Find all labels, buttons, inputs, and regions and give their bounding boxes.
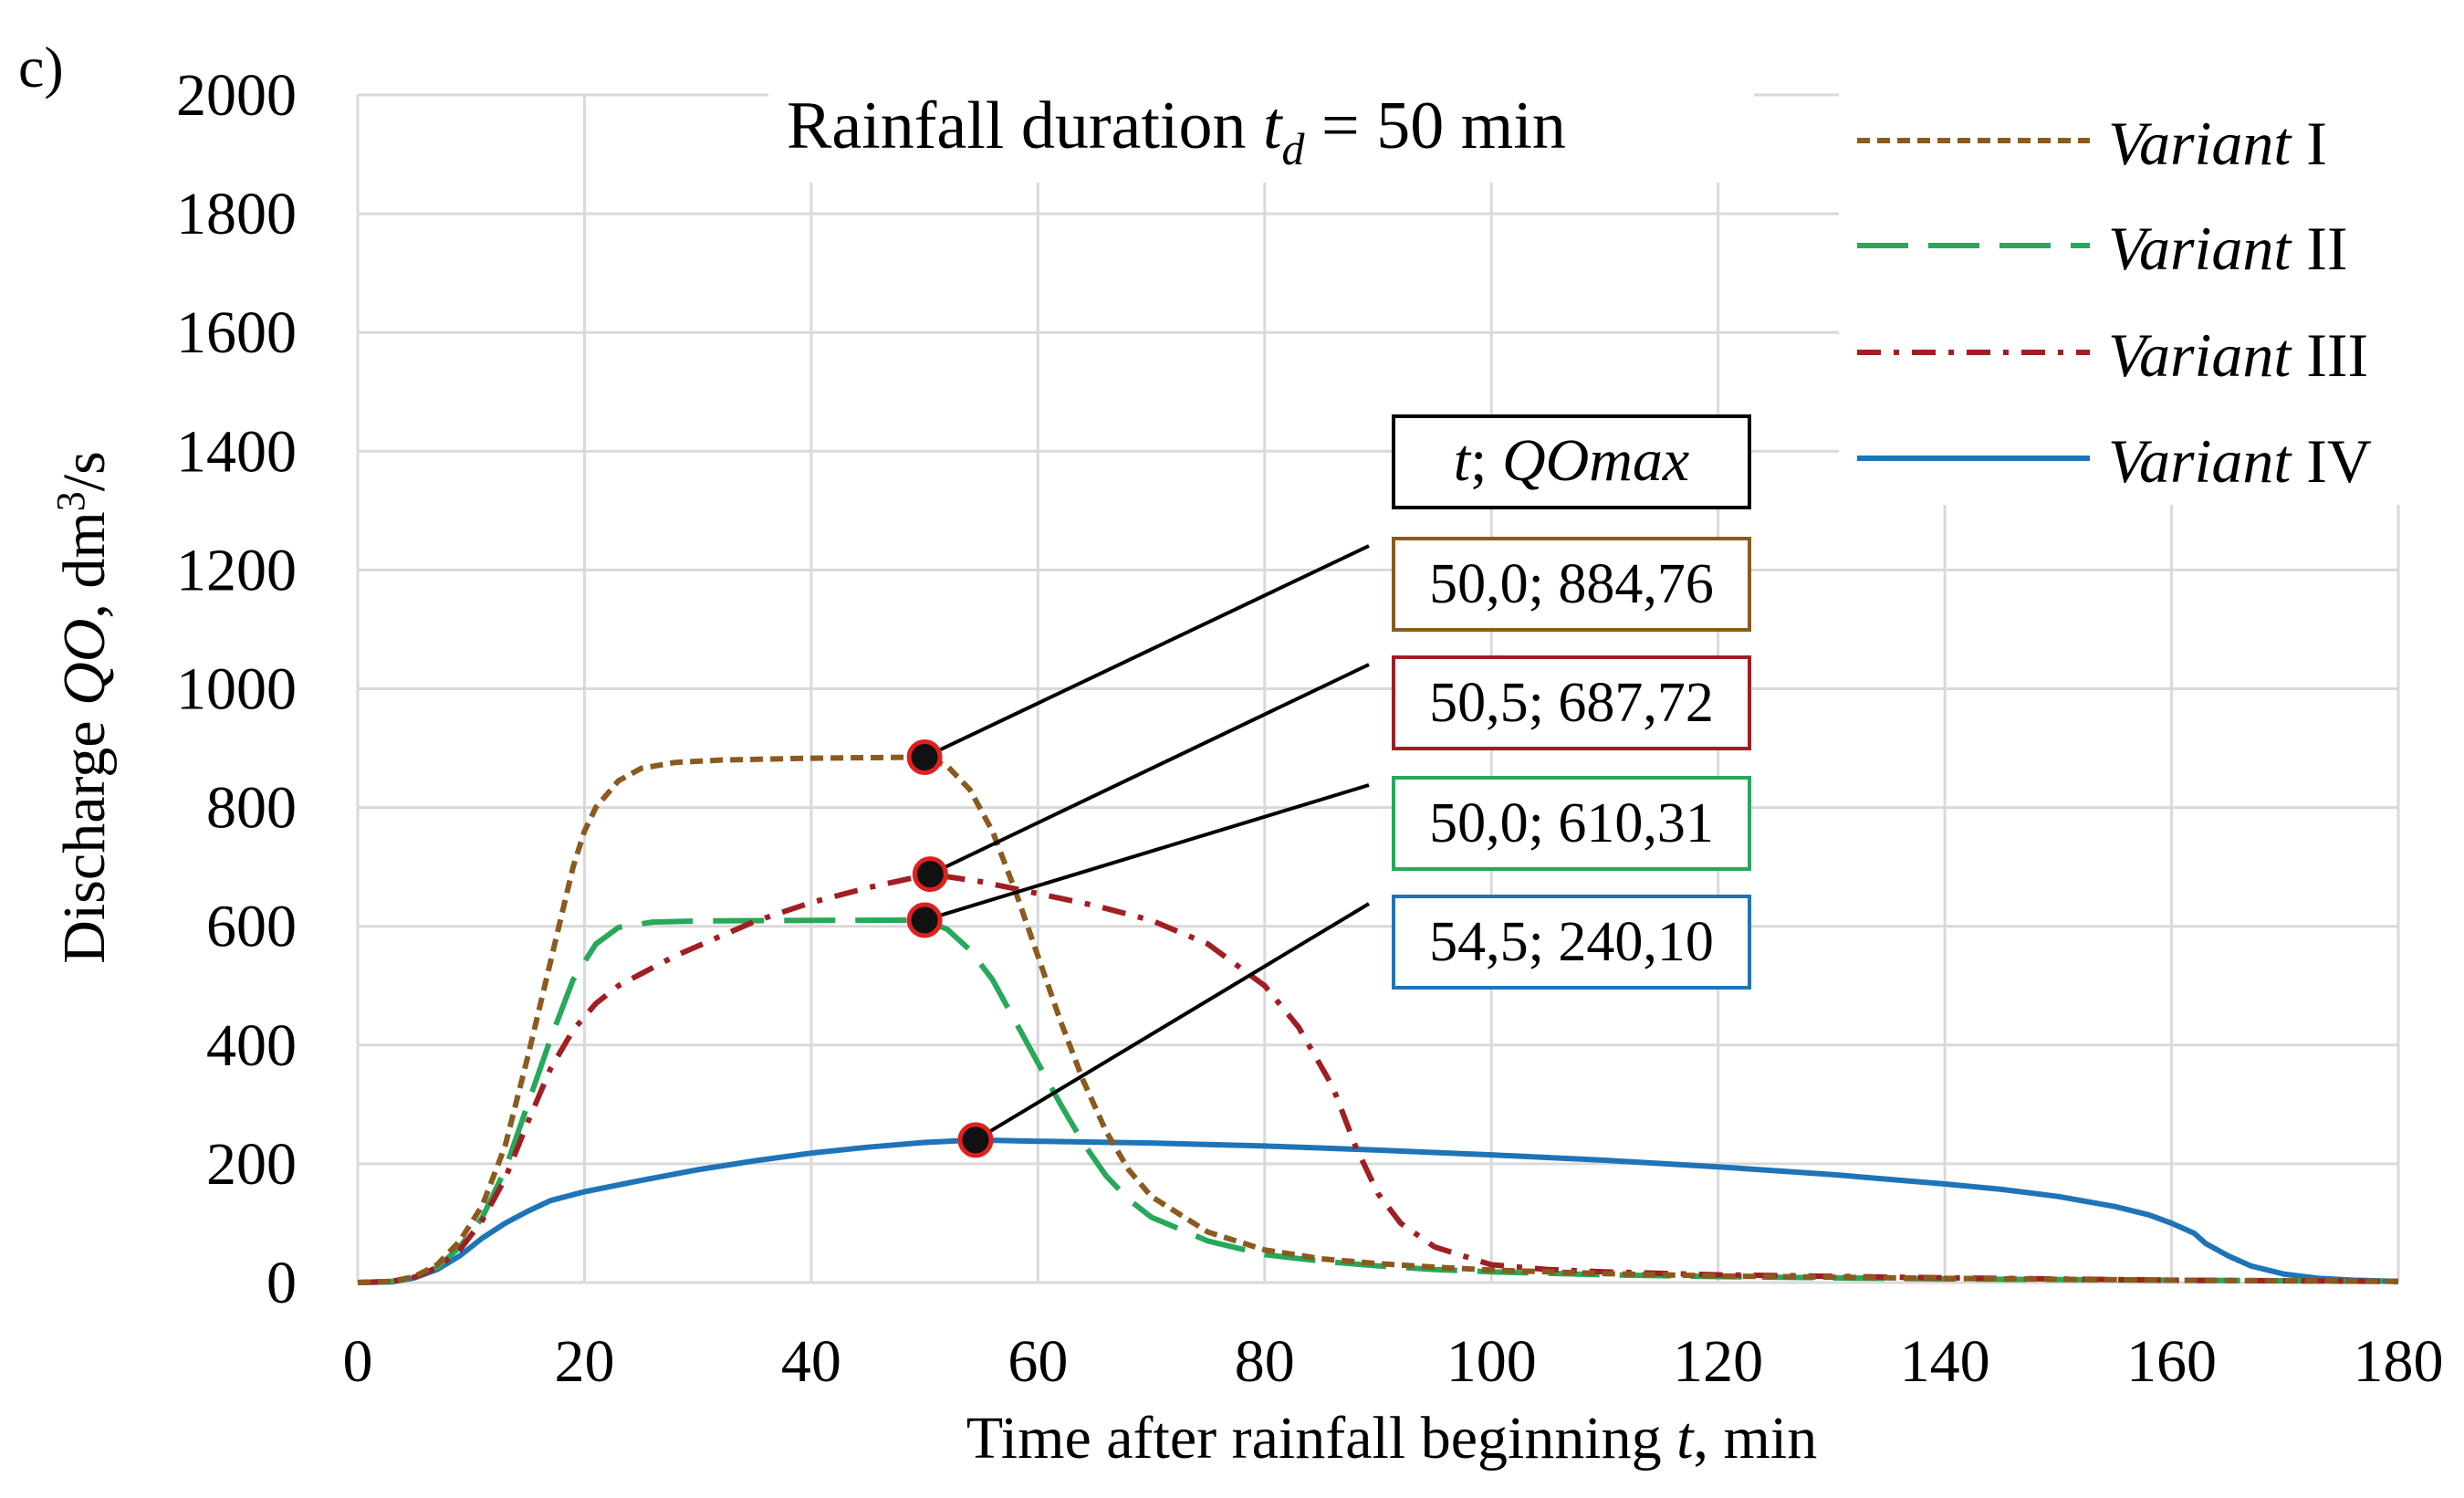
y-axis-label: Discharge QO, dm3/s — [48, 451, 118, 964]
peak-box-variant-I — [1392, 537, 1751, 632]
legend-label-variant-III: Variant III — [2108, 320, 2368, 390]
legend-label-variant-II: Variant II — [2108, 214, 2348, 283]
x-tick-label: 160 — [2126, 1328, 2217, 1395]
y-tick-label: 1600 — [176, 299, 297, 366]
legend-label-variant-I: Variant I — [2108, 109, 2327, 178]
series-line-variant-II — [357, 917, 2399, 1285]
legend-label-roman: I — [2291, 109, 2327, 178]
chart-title: Rainfall duration td = 50 min — [787, 89, 1566, 174]
x-tick-label: 20 — [554, 1328, 614, 1395]
y-tick-label: 2000 — [176, 62, 297, 129]
series-line-variant-IV — [357, 1137, 2399, 1285]
legend-background — [1839, 80, 2450, 505]
y-axis-label-suffix: /s — [51, 451, 118, 491]
peak-leader-variant-II — [924, 783, 1370, 922]
x-tick-label: 80 — [1235, 1328, 1295, 1395]
x-tick-label: 120 — [1673, 1328, 1763, 1395]
x-tick-label: 100 — [1446, 1328, 1537, 1395]
chart-title-var: t — [1263, 89, 1284, 163]
legend-label-roman: II — [2291, 214, 2347, 283]
y-tick-label: 1800 — [176, 181, 297, 247]
peak-box-variant-IV — [1392, 895, 1751, 990]
legend-label-italic: Variant — [2108, 109, 2292, 178]
peak-label-variant-II: 50,0; 610,31 — [1429, 792, 1714, 854]
x-axis-label-var: t — [1676, 1405, 1695, 1472]
x-tick-label: 0 — [343, 1328, 373, 1395]
legend-label-italic: Variant — [2108, 214, 2292, 283]
peak-label-variant-I: 50,0; 884,76 — [1429, 553, 1714, 615]
peak-header-name: QOmax — [1502, 427, 1689, 494]
panel-label: c) — [18, 35, 64, 100]
x-axis-label-suffix: , min — [1694, 1405, 1818, 1472]
peak-marker-variant-II — [906, 902, 943, 938]
series-lines — [357, 754, 2399, 1285]
chart-title-suffix: = 50 min — [1305, 89, 1566, 163]
x-tick-label: 40 — [781, 1328, 841, 1395]
peak-box-variant-II — [1392, 776, 1751, 871]
series-line-variant-I — [357, 754, 2399, 1285]
y-tick-label: 400 — [206, 1012, 297, 1079]
chart-title-prefix: Rainfall duration — [787, 89, 1263, 163]
peak-leader-variant-IV — [974, 902, 1371, 1142]
legend-label-italic: Variant — [2108, 320, 2292, 390]
peak-leader-variant-III — [929, 663, 1370, 876]
y-tick-label: 0 — [266, 1250, 297, 1316]
title-background — [768, 82, 1754, 183]
y-tick-labels: 0 200 400 600 800 1000 1200 1400 1600 1800 2000 — [176, 62, 297, 1316]
x-tick-labels: 0 20 40 60 80 100 120 140 160 180 — [343, 1328, 2444, 1395]
x-axis-label-prefix: Time after rainfall beginning — [966, 1405, 1676, 1472]
peak-label-boxes: 50,0; 884,76 50,5; 687,72 50,0; 610,31 54,5… — [1392, 537, 1751, 990]
peak-label-variant-III: 50,5; 687,72 — [1429, 672, 1714, 734]
legend-label-roman: III — [2291, 320, 2368, 390]
peak-marker-variant-IV — [957, 1122, 994, 1158]
y-tick-label: 1400 — [176, 418, 297, 485]
legend-label-variant-IV: Variant IV — [2108, 426, 2372, 496]
x-tick-label: 140 — [1900, 1328, 1990, 1395]
y-tick-label: 600 — [206, 894, 297, 960]
legend-label-roman: IV — [2291, 426, 2372, 496]
series-line-variant-III — [357, 871, 2399, 1285]
y-axis-label-prefix: Discharge — [51, 706, 118, 964]
peak-leader-variant-I — [924, 544, 1370, 759]
x-tick-label: 180 — [2354, 1328, 2444, 1395]
peak-header: t; QOmax — [1454, 427, 1689, 494]
y-tick-label: 1200 — [176, 537, 297, 603]
peak-marker-variant-III — [912, 856, 948, 893]
peak-box-variant-III — [1392, 655, 1751, 750]
chart-title-sub: d — [1282, 123, 1306, 174]
peak-label-variant-IV: 54,5; 240,10 — [1429, 911, 1714, 973]
peak-header-sep: ; — [1470, 427, 1502, 494]
peak-header-box — [1392, 414, 1751, 509]
peak-marker-variant-I — [906, 739, 943, 775]
x-axis-label: Time after rainfall beginning t, min — [966, 1405, 1817, 1472]
legend-label-italic: Variant — [2108, 426, 2292, 496]
y-tick-label: 200 — [206, 1131, 297, 1198]
y-axis-label-mid: , dm — [51, 511, 118, 618]
x-tick-label: 60 — [1008, 1328, 1068, 1395]
peak-leader-lines — [924, 544, 1371, 1142]
y-tick-label: 800 — [206, 775, 297, 842]
peak-header-var: t — [1454, 427, 1472, 494]
y-axis-label-var: QO — [51, 619, 118, 706]
y-tick-label: 1000 — [176, 656, 297, 723]
y-axis-label-sup: 3 — [48, 491, 93, 511]
peak-markers — [906, 739, 994, 1158]
